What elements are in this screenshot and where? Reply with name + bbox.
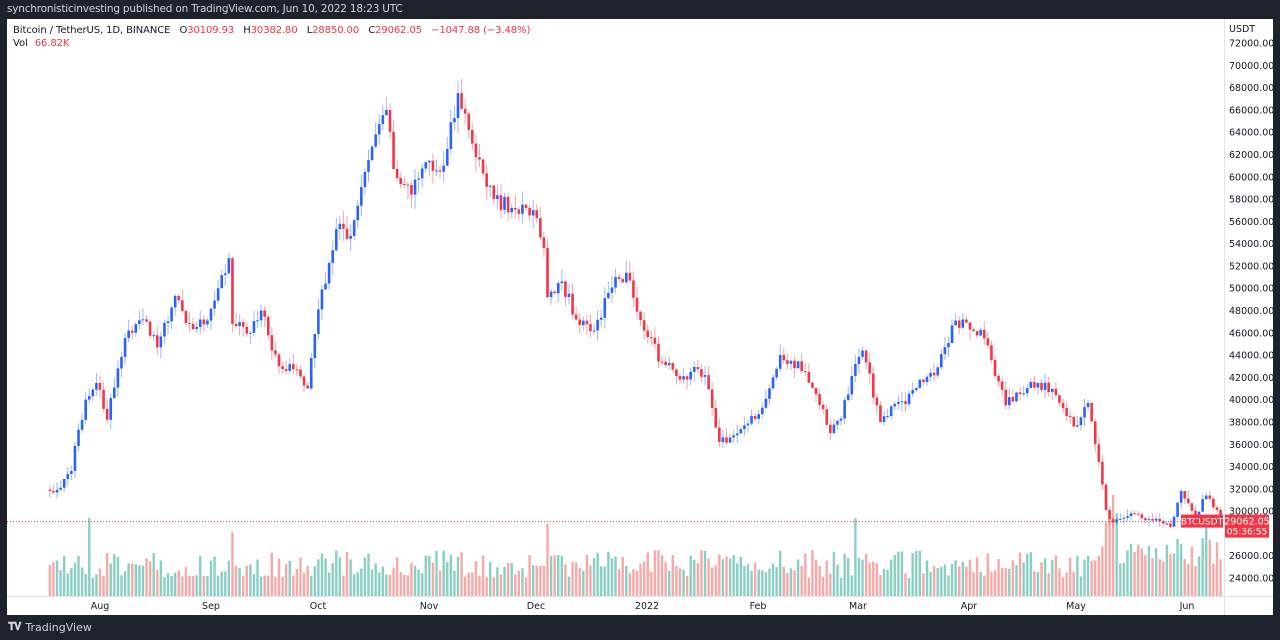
ohlc-row: Bitcoin / TetherUS, 1D, BINANCE O30109.9… (13, 24, 530, 37)
price-tick: 70000.00 (1229, 61, 1273, 72)
footer-branding[interactable]: 𝐓𝐕 TradingView (8, 619, 92, 635)
price-tick: 64000.00 (1229, 128, 1273, 139)
close-value: 29062.05 (375, 25, 422, 36)
close-label: C (368, 25, 376, 36)
price-tick: 62000.00 (1229, 150, 1273, 161)
brand-name: TradingView (25, 620, 92, 634)
time-tick: Sep (202, 601, 220, 612)
price-tick: 36000.00 (1229, 440, 1273, 451)
change-value: −1047.88 (−3.48%) (431, 25, 531, 36)
bar-countdown: 05:36:55 (1227, 528, 1267, 538)
price-tick: 32000.00 (1229, 484, 1273, 495)
time-tick: Nov (420, 601, 439, 612)
price-tick: 60000.00 (1229, 172, 1273, 183)
time-tick: May (1066, 601, 1086, 612)
price-axis[interactable]: USDT 72000.00 70000.00 68000.00 66000.00 6400… (1229, 24, 1273, 585)
volume-value: 66.82K (34, 38, 70, 49)
svg-text:29062.05: 29062.05 (1224, 517, 1269, 528)
high-label: H (243, 25, 251, 36)
price-tick: 48000.00 (1229, 306, 1273, 317)
time-tick: Oct (310, 601, 327, 612)
price-tick: 54000.00 (1229, 239, 1273, 250)
price-tick: 40000.00 (1229, 395, 1273, 406)
time-tick: Dec (527, 601, 545, 612)
low-label: L (306, 25, 313, 36)
currency-label: USDT (1229, 24, 1255, 35)
symbol-title: Bitcoin / TetherUS, 1D, BINANCE (13, 25, 171, 36)
svg-text:BTCUSDT: BTCUSDT (1181, 518, 1224, 528)
open-value: 30109.93 (187, 25, 235, 36)
price-tick: 44000.00 (1229, 351, 1273, 362)
time-tick: 2022 (635, 601, 659, 612)
time-axis[interactable]: Aug Sep Oct Nov Dec 2022 Feb Mar Apr May Jun (91, 601, 1195, 612)
price-tick: 34000.00 (1229, 462, 1273, 473)
price-tick: 72000.00 (1229, 39, 1273, 50)
price-tick: 50000.00 (1229, 284, 1273, 295)
high-value: 30382.80 (250, 25, 298, 36)
price-tick: 52000.00 (1229, 261, 1273, 272)
price-tick: 68000.00 (1229, 83, 1273, 94)
symbol-tag: BTCUSDT (1181, 514, 1224, 528)
candlestick-chart[interactable]: USDT 72000.00 70000.00 68000.00 66000.00 6400… (7, 19, 1273, 615)
price-tick: 46000.00 (1229, 328, 1273, 339)
volume-bars (48, 494, 1222, 596)
price-tick: 30000.00 (1229, 507, 1273, 518)
price-tick: 24000.00 (1229, 574, 1273, 585)
time-tick: Feb (750, 601, 767, 612)
chart-panel[interactable]: USDT 72000.00 70000.00 68000.00 66000.00 6400… (7, 19, 1273, 615)
time-tick: Aug (91, 601, 110, 612)
price-tick: 38000.00 (1229, 417, 1273, 428)
time-tick: Apr (961, 601, 978, 612)
publish-info: synchronisticinvesting published on Trad… (7, 3, 403, 15)
time-tick: Mar (849, 601, 867, 612)
open-label: O (179, 25, 188, 36)
chart-legend: Bitcoin / TetherUS, 1D, BINANCE O30109.9… (13, 24, 530, 50)
price-tick: 42000.00 (1229, 373, 1273, 384)
tradingview-logo-icon: 𝐓𝐕 (8, 620, 21, 633)
volume-label: Vol (13, 38, 28, 49)
low-value: 28850.00 (312, 25, 360, 36)
price-tick: 66000.00 (1229, 105, 1273, 116)
price-candles (48, 78, 1222, 529)
price-tick: 26000.00 (1229, 551, 1273, 562)
volume-row: Vol 66.82K (13, 37, 530, 50)
time-tick: Jun (1179, 601, 1195, 612)
price-tick: 58000.00 (1229, 195, 1273, 206)
price-tick: 56000.00 (1229, 217, 1273, 228)
